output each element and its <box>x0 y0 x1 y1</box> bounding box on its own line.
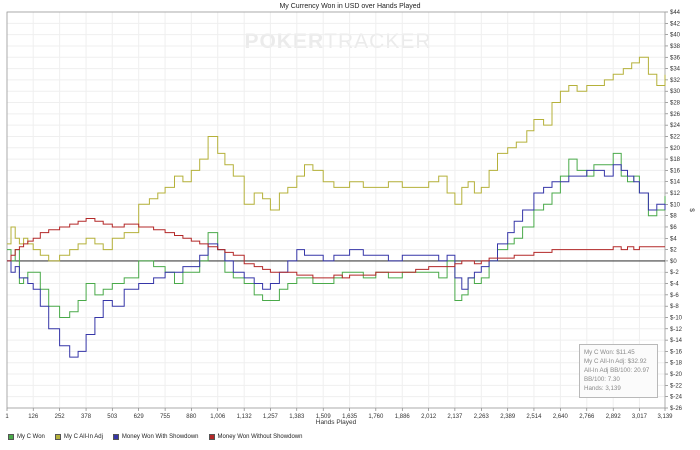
legend-swatch <box>208 434 215 440</box>
legend: My C Won My C All-In Adj Money Won With … <box>5 429 302 445</box>
series-my-c-won <box>7 152 666 318</box>
x-tick-label: 252 <box>55 414 66 420</box>
y-tick-label: $40 <box>670 33 681 39</box>
x-tick-label: 2,389 <box>500 414 516 420</box>
y-tick-label: $16 <box>670 168 681 174</box>
watermark-text: TRACKER <box>324 30 431 53</box>
y-tick-label: $-24 <box>670 395 683 401</box>
x-tick-label: 2,640 <box>553 414 569 420</box>
y-tick-label: $24 <box>670 123 681 129</box>
x-tick-label: 126 <box>28 414 39 420</box>
y-tick-label: $28 <box>670 101 681 107</box>
stats-box: My C Won: $11.45 My C All-In Adj: $32.92… <box>579 344 658 398</box>
legend-label: My C All-In Adj <box>63 434 103 440</box>
stats-line: Hands: 3,139 <box>584 385 621 392</box>
y-tick-label: $-4 <box>670 282 679 288</box>
y-tick-label: $-2 <box>670 270 679 276</box>
y-axis-label: $ <box>688 208 695 212</box>
y-tick-label: $6 <box>670 225 677 231</box>
y-tick-label: $26 <box>670 112 681 118</box>
stats-line: My C Won: $11.45 <box>584 349 635 356</box>
legend-item[interactable]: My C All-In Adj <box>54 434 103 440</box>
y-tick-label: $8 <box>670 214 677 220</box>
x-tick-label: 2,263 <box>474 414 490 420</box>
x-tick-label: 1,635 <box>342 414 358 420</box>
legend-item[interactable]: My C Won <box>8 434 45 440</box>
x-tick-label: 2,514 <box>526 414 542 420</box>
x-tick-label: 1,886 <box>395 414 411 420</box>
legend-swatch <box>54 434 61 440</box>
x-tick-label: 2,766 <box>579 414 595 420</box>
legend-swatch <box>8 434 14 440</box>
x-tick-label: 1,760 <box>368 414 384 420</box>
y-tick-label: $4 <box>670 236 677 242</box>
series-all-in-adj <box>7 56 666 262</box>
x-tick-label: 378 <box>81 414 92 420</box>
plot-background <box>7 12 665 408</box>
y-tick-label: $30 <box>670 89 681 95</box>
y-tick-label: $-10 <box>670 315 683 321</box>
y-tick-label: $-16 <box>670 349 683 355</box>
y-tick-label: $-20 <box>670 372 683 378</box>
y-tick-label: $10 <box>670 202 681 208</box>
y-tick-label: $-12 <box>670 327 683 333</box>
watermark: POKERTRACKER <box>244 30 431 53</box>
stats-line: BB/100: 7.30 <box>584 376 620 383</box>
y-tick-label: $-26 <box>670 406 683 412</box>
x-tick-label: 755 <box>160 414 171 420</box>
y-tick-label: $36 <box>670 55 681 61</box>
y-tick-label: $18 <box>670 157 681 163</box>
y-tick-label: $-22 <box>670 383 683 389</box>
y-tick-label: $2 <box>670 248 677 254</box>
x-tick-label: 880 <box>186 414 197 420</box>
y-tick-label: $32 <box>670 78 681 84</box>
x-tick-label: 2,892 <box>606 414 622 420</box>
chart-title: My Currency Won in USD over Hands Played <box>279 3 421 10</box>
legend-label: My C Won <box>17 434 45 440</box>
y-tick-label: $0 <box>670 259 677 265</box>
x-tick-label: 3,017 <box>632 414 648 420</box>
series-with-showdown <box>7 164 666 358</box>
x-tick-label: 1,383 <box>289 414 305 420</box>
y-tick-label: $12 <box>670 191 681 197</box>
y-tick-label: $44 <box>670 10 681 16</box>
x-tick-label: 1 <box>5 414 9 420</box>
stats-line: All-In Adj BB/100: 20.97 <box>584 367 650 374</box>
x-tick-label: 503 <box>107 414 118 420</box>
y-tick-label: $-8 <box>670 304 679 310</box>
x-axis-label: Hands Played <box>316 419 357 426</box>
x-tick-label: 1,006 <box>210 414 226 420</box>
x-tick-label: 1,509 <box>316 414 332 420</box>
watermark-text: POKER <box>244 30 324 53</box>
y-tick-label: $38 <box>670 44 681 50</box>
legend-label: Money Won Without Showdown <box>217 434 303 440</box>
y-tick-label: $22 <box>670 134 681 140</box>
y-tick-label: $-6 <box>670 293 679 299</box>
y-tick-label: $42 <box>670 21 681 27</box>
x-tick-label: 2,137 <box>447 414 463 420</box>
series-without-showdown <box>7 218 665 279</box>
y-tick-label: $-18 <box>670 361 683 367</box>
legend-swatch <box>112 434 119 440</box>
y-tick-label: $34 <box>670 67 681 73</box>
legend-item[interactable]: Money Won Without Showdown <box>208 434 303 440</box>
legend-item[interactable]: Money Won With Showdown <box>112 434 199 440</box>
y-tick-label: $20 <box>670 146 681 152</box>
x-tick-label: 1,257 <box>263 414 279 420</box>
x-tick-label: 1,132 <box>237 414 253 420</box>
x-tick-label: 3,139 <box>657 414 673 420</box>
y-tick-label: $-14 <box>670 338 683 344</box>
x-tick-label: 2,012 <box>421 414 437 420</box>
y-tick-label: $14 <box>670 180 681 186</box>
stats-line: My C All-In Adj: $32.92 <box>584 358 647 365</box>
x-tick-label: 629 <box>134 414 145 420</box>
legend-label: Money Won With Showdown <box>121 434 199 440</box>
